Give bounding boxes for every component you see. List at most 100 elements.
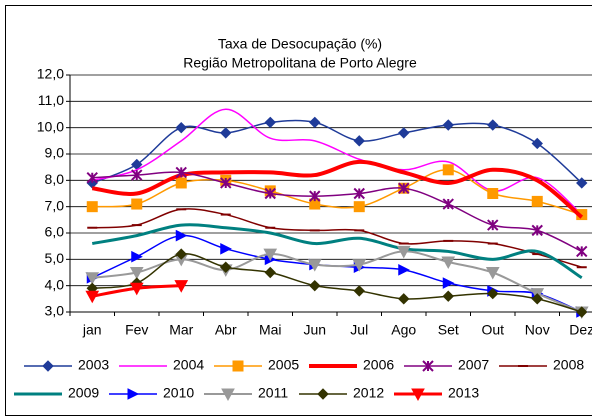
marker: [353, 285, 365, 297]
marker: [131, 250, 143, 263]
legend-marker: [411, 388, 425, 402]
marker: [442, 119, 454, 131]
y-tick-label: 12,0: [37, 66, 64, 82]
marker: [175, 166, 187, 179]
x-tick-label: Set: [438, 322, 459, 338]
marker: [264, 116, 276, 129]
marker: [531, 195, 543, 207]
legend-label: 2005: [268, 357, 299, 373]
chart-subtitle: Região Metropolitana de Porto Alegre: [183, 55, 417, 71]
chart-frame: [5, 5, 592, 416]
x-tick-label: Mar: [169, 322, 193, 338]
marker: [531, 137, 543, 150]
x-tick-label: Nov: [525, 322, 550, 338]
marker: [442, 198, 454, 210]
legend-label: 2012: [353, 385, 384, 401]
x-tick-label: Jul: [350, 322, 368, 338]
marker: [576, 245, 588, 258]
marker: [398, 182, 410, 194]
legend-item: 2009: [14, 385, 99, 401]
y-tick-label: 3,0: [45, 303, 65, 319]
y-tick-label: 5,0: [45, 250, 65, 266]
marker: [220, 127, 232, 139]
marker: [264, 266, 276, 279]
marker: [86, 201, 98, 213]
legend-item: 2004: [119, 357, 204, 373]
legend-marker: [221, 388, 235, 402]
legend-label: 2004: [173, 357, 204, 373]
legend-item: 2013: [394, 385, 479, 402]
marker: [353, 135, 365, 147]
legend-item: 2008: [499, 357, 584, 373]
marker: [442, 164, 454, 176]
legend-label: 2011: [258, 385, 288, 401]
y-tick-label: 8,0: [45, 171, 65, 187]
marker: [352, 259, 367, 272]
marker: [263, 248, 278, 262]
marker: [442, 290, 454, 302]
x-tick-label: Mai: [259, 322, 282, 338]
marker: [531, 293, 543, 305]
y-tick-label: 10,0: [37, 118, 64, 134]
x-tick-label: Jun: [303, 322, 326, 338]
marker: [487, 219, 499, 231]
x-tick-label: Dez: [569, 322, 592, 338]
series-line: [91, 223, 583, 280]
marker: [398, 264, 410, 276]
legend-label: 2006: [363, 357, 394, 373]
x-tick-label: Abr: [215, 322, 237, 338]
marker: [396, 245, 411, 259]
y-tick-label: 7,0: [45, 197, 65, 213]
marker: [131, 169, 143, 181]
y-tick-label: 4,0: [45, 276, 65, 292]
marker: [129, 282, 144, 296]
legend-item: 2003: [24, 357, 109, 373]
x-tick-label: Out: [481, 322, 504, 338]
marker: [441, 256, 456, 270]
chart-title: Taxa de Desocupação (%): [218, 36, 382, 52]
legend-marker: [422, 360, 434, 372]
marker: [220, 261, 232, 273]
x-tick-label: Fev: [125, 322, 148, 338]
marker: [531, 224, 543, 237]
series-line: [92, 250, 583, 313]
legend-label: 2003: [78, 357, 109, 373]
marker: [353, 201, 365, 213]
marker: [487, 188, 499, 199]
legend-marker: [232, 360, 244, 372]
x-tick-label: Ago: [391, 322, 416, 338]
legend-label: 2013: [448, 385, 479, 401]
marker: [309, 279, 321, 292]
y-tick-label: 9,0: [45, 145, 65, 161]
legend-item: 2005: [214, 357, 299, 373]
legend-label: 2010: [163, 385, 194, 401]
marker: [129, 267, 144, 280]
marker: [131, 198, 143, 210]
marker: [576, 177, 588, 189]
marker: [398, 127, 410, 139]
y-tick-label: 11,0: [38, 92, 64, 108]
marker: [174, 280, 189, 293]
marker: [309, 116, 321, 129]
marker: [175, 121, 187, 134]
legend-marker: [317, 388, 329, 400]
marker: [353, 187, 365, 200]
marker: [220, 242, 232, 255]
marker: [442, 277, 455, 289]
marker: [485, 267, 500, 280]
legend-marker: [42, 360, 54, 372]
legend-item: 2006: [309, 357, 394, 373]
series-line: [92, 171, 583, 253]
legend-item: 2012: [299, 385, 384, 401]
legend-marker: [127, 388, 140, 400]
marker: [576, 306, 588, 318]
marker: [85, 290, 100, 304]
marker: [220, 177, 232, 189]
marker: [307, 259, 322, 272]
legend-label: 2009: [68, 385, 99, 401]
legend-label: 2007: [458, 357, 489, 373]
marker: [487, 287, 499, 300]
x-tick-label: jan: [82, 322, 102, 338]
marker: [264, 187, 276, 200]
legend-item: 2007: [404, 357, 489, 373]
